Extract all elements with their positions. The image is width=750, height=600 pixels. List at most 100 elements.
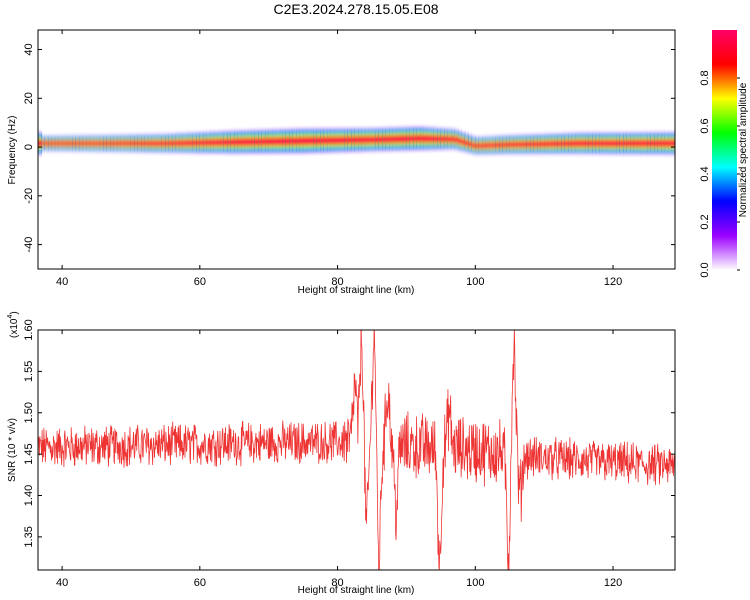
spectrogram-cell (616, 140, 621, 147)
spectrogram-cell (124, 141, 129, 146)
snr-ylabel: SNR (10 * v/v) (7, 418, 18, 482)
spectrogram-cell (557, 141, 562, 147)
spectrogram-cell (241, 138, 246, 146)
spectrogram-cell (592, 140, 597, 147)
spectrogram-cell (619, 140, 624, 147)
spectrogram-cell (495, 142, 500, 148)
spectrogram-cell (41, 141, 46, 146)
spectrogram-cell (161, 141, 166, 146)
spectrogram-cell (568, 140, 573, 147)
spectrogram-cell (375, 136, 380, 143)
spectrogram-cell (623, 140, 628, 147)
spectrogram-cell (344, 137, 349, 144)
spectrogram-cell (492, 142, 497, 148)
spectrogram-ytick-label: -40 (23, 237, 35, 253)
spectrogram-cell (382, 136, 387, 143)
colorbar-gradient (712, 30, 737, 270)
spectrogram-cell (423, 135, 428, 142)
spectrogram-cell (533, 141, 538, 147)
spectrogram-cell (306, 137, 311, 145)
spectrogram-cell (502, 142, 507, 148)
spectrogram-cell (464, 140, 470, 146)
spectrogram-cell (365, 136, 370, 143)
spectrogram-cell (392, 136, 397, 143)
spectrogram-cell (106, 141, 111, 146)
spectrogram-cell (475, 143, 480, 149)
spectrogram-cell (175, 140, 180, 146)
spectrogram-cell (282, 138, 287, 145)
spectrogram-xtick-label: 120 (604, 276, 622, 288)
spectrogram-cell (210, 139, 215, 146)
spectrogram-cell (75, 141, 80, 146)
spectrogram-cell (575, 140, 580, 147)
spectrogram-cell (447, 136, 452, 142)
spectrogram-cell (196, 140, 201, 146)
snr-xtick-label: 80 (331, 577, 343, 589)
colorbar-label: Normalized spectral amplitude (738, 82, 749, 217)
spectrogram-cell (654, 140, 659, 147)
spectrogram-cell (254, 138, 259, 145)
spectrogram-cell (668, 140, 673, 147)
spectrogram-cell (55, 141, 60, 146)
snr-frame (37, 329, 676, 571)
snr-yscale-base: (x10 (9, 318, 20, 338)
spectrogram-cell (358, 136, 363, 144)
spectrogram-cell (72, 141, 77, 146)
spectrogram-cell (179, 140, 184, 146)
spectrogram-cell (96, 141, 101, 146)
spectrogram-cell (516, 142, 521, 147)
spectrogram-cell (320, 137, 325, 144)
snr-ytick-label: 1.50 (23, 402, 35, 423)
snr-ytick-label: 1.45 (23, 443, 35, 464)
spectrogram-cell (458, 138, 463, 144)
spectrogram-cell (279, 138, 284, 145)
spectrogram-cell (155, 141, 160, 146)
spectrogram-xtick-label: 60 (194, 276, 206, 288)
spectrogram-cell (203, 139, 208, 146)
spectrogram-cell (420, 135, 425, 142)
spectrogram-cell (368, 136, 373, 143)
spectrogram-cell (86, 141, 91, 146)
spectrogram-cell (323, 137, 328, 144)
spectrogram-cell (385, 136, 390, 143)
spectrogram-ytick-label: -20 (23, 188, 35, 204)
spectrogram-cell (647, 140, 652, 147)
spectrogram-ticks: 40 60 80 100 120 40 20 0 -20 -40 (23, 30, 675, 288)
spectrogram-xtick-label: 40 (56, 276, 68, 288)
spectrogram-ytick-label: 20 (23, 92, 35, 104)
spectrogram-cell (633, 140, 638, 147)
spectrogram-cell (588, 140, 593, 147)
spectrogram-cell (489, 142, 494, 148)
figure-title: C2E3.2024.278.15.05.E08 (273, 1, 438, 17)
spectrogram-cell (285, 138, 290, 145)
spectrogram-cell (661, 140, 666, 147)
spectrogram-cell (371, 136, 377, 143)
spectrogram-cell (402, 135, 408, 142)
spectrogram-ylabel: Frequency (Hz) (7, 116, 18, 185)
spectrogram-cell (117, 141, 122, 146)
spectrogram-cell (506, 142, 511, 148)
snr-xlabel: Height of straight line (km) (298, 585, 415, 596)
spectrogram-cell (316, 137, 321, 144)
spectrogram-cell (578, 140, 583, 147)
spectrogram-cell (261, 138, 266, 145)
spectrogram-cell (650, 140, 655, 147)
spectrogram-cells (38, 127, 675, 154)
spectrogram-cell (110, 141, 115, 146)
spectrogram-cell (130, 141, 136, 146)
spectrogram-cell (451, 136, 456, 142)
colorbar-tick-label: 0.0 (699, 262, 711, 277)
spectrogram-cell (299, 137, 304, 145)
spectrogram-cell (230, 139, 235, 146)
spectrogram-cell (141, 141, 146, 146)
spectrogram-cell (440, 136, 445, 142)
spectrogram-cell (93, 141, 98, 146)
spectrogram-cell (482, 143, 487, 148)
spectrogram-cell (151, 141, 156, 146)
spectrogram-cell (513, 142, 518, 147)
spectrogram-cell (602, 140, 607, 147)
spectrogram-cell (347, 137, 352, 144)
spectrogram-xlabel: Height of straight line (km) (298, 285, 415, 296)
spectrogram-cell (292, 137, 297, 145)
snr-ytick-label: 1.55 (23, 361, 35, 382)
